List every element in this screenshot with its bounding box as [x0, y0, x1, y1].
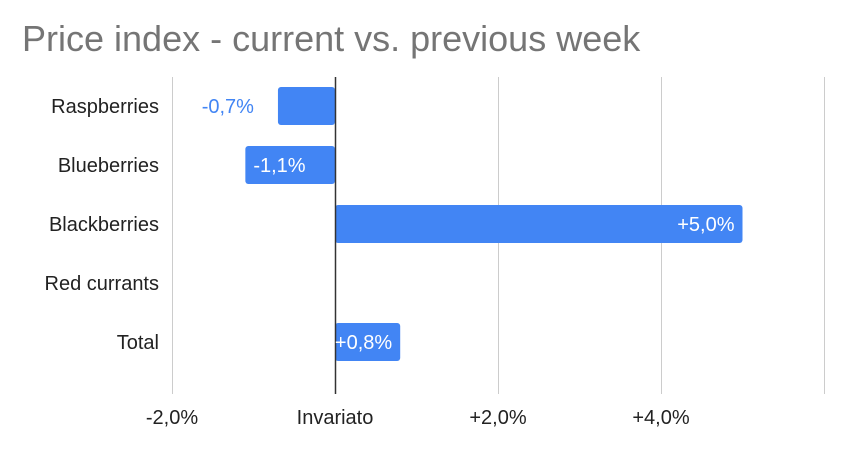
x-tick-invariato: Invariato [297, 407, 374, 429]
data-label-blueberries: -1,1% [253, 155, 305, 177]
category-label-blackberries: Blackberries [49, 214, 159, 236]
data-label-blackberries: +5,0% [677, 214, 734, 236]
bar-raspberries [277, 87, 335, 125]
category-label-raspberries: Raspberries [51, 96, 159, 118]
data-labels: -0,7% -1,1% +5,0% +0,8% [202, 96, 735, 354]
bar-blackberries [335, 205, 743, 243]
category-labels: Raspberries Blueberries Blackberries Red cu… [45, 96, 160, 354]
bars [245, 87, 743, 361]
category-label-total: Total [117, 332, 159, 354]
chart-title: Price index - current vs. previous week [22, 18, 641, 59]
x-tick-2-0: +2,0% [469, 407, 526, 429]
bar-blueberries [245, 146, 335, 184]
bar-total [335, 323, 401, 361]
data-label-total: +0,8% [335, 332, 392, 354]
x-tick-2-0: -2,0% [146, 407, 198, 429]
x-tick-labels: -2,0% Invariato +2,0% +4,0% [146, 407, 690, 429]
data-label-raspberries: -0,7% [202, 96, 254, 118]
category-label-blueberries: Blueberries [58, 155, 159, 177]
x-tick-4-0: +4,0% [632, 407, 689, 429]
category-label-red-currants: Red currants [45, 273, 160, 295]
